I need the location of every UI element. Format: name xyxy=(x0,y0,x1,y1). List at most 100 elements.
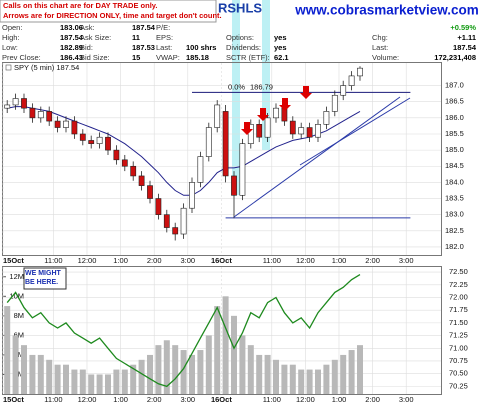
candle-body xyxy=(113,149,120,161)
x-tick-label: 12:00 xyxy=(78,256,97,265)
quote-label: Open: xyxy=(2,23,22,32)
quote-label: High: xyxy=(2,33,20,42)
volume-bar xyxy=(357,345,363,394)
volume-bar xyxy=(264,354,271,394)
volume-bar xyxy=(298,369,305,394)
quote-label: Ask Size: xyxy=(80,33,111,42)
candle-body xyxy=(63,120,69,128)
annotation: WE MIGHT BE HERE. xyxy=(25,270,61,286)
y2-tick-label: 72.25 xyxy=(449,280,468,289)
volume-bar xyxy=(289,364,296,394)
volume-bar xyxy=(306,369,313,394)
quote-value: 185.18 xyxy=(186,53,209,62)
volume-bar xyxy=(121,369,128,394)
quote-value: 187.54 xyxy=(453,43,477,52)
volume-bar xyxy=(96,374,103,394)
quote-value: 186.43 xyxy=(60,53,83,62)
volume-bar xyxy=(205,335,212,394)
candle-body xyxy=(306,127,313,138)
trend-line xyxy=(233,96,401,218)
quote-value: 187.54 xyxy=(132,23,156,32)
url: www.cobrasmarketview.com xyxy=(294,3,479,18)
x-tick-label: 12:00 xyxy=(78,395,97,404)
quote-label: Chg: xyxy=(372,33,388,42)
volume-bar xyxy=(79,369,86,394)
x-tick-label: 3:00 xyxy=(399,395,414,404)
candle-body xyxy=(331,94,338,112)
candle-body xyxy=(222,111,229,177)
volume-bar xyxy=(214,306,221,394)
candle-body xyxy=(54,120,61,128)
annotation-wrap: WE MIGHT BE HERE. xyxy=(25,270,61,286)
candle-body xyxy=(348,75,355,86)
x-tick-label: 1:00 xyxy=(113,256,128,265)
candle-body xyxy=(105,136,111,151)
quote-value: yes xyxy=(274,33,287,42)
volume-bar xyxy=(180,350,187,394)
quote-label: VWAP: xyxy=(156,53,180,62)
x-tick-label: 1:00 xyxy=(113,395,128,404)
candle-body xyxy=(197,156,204,183)
x-tick-label: 2:00 xyxy=(365,256,380,265)
arrow xyxy=(300,86,312,99)
candle-body xyxy=(289,120,296,135)
quote-label: Bid: xyxy=(80,43,93,52)
x-tick-label: 1:00 xyxy=(332,256,347,265)
x-tick-label: 11:00 xyxy=(44,395,62,404)
volume-bar xyxy=(163,340,170,394)
quote-value: 172,231,408 xyxy=(434,53,476,62)
highlight xyxy=(232,0,240,195)
candle-body xyxy=(264,117,271,138)
y-tick-label: 182.5 xyxy=(445,226,464,235)
trend-line xyxy=(299,97,411,166)
candle-body xyxy=(138,175,145,186)
volume-bar xyxy=(331,359,338,394)
x-tick-label: 15Oct xyxy=(3,395,24,404)
quote-label: Ask: xyxy=(80,23,95,32)
volume-bar xyxy=(348,350,355,394)
price-panel xyxy=(2,62,442,256)
arrow xyxy=(279,98,291,111)
quote-label: Last: xyxy=(156,43,172,52)
candle-body xyxy=(4,104,11,109)
x-tick-label: 11:00 xyxy=(263,256,281,265)
volume-bar xyxy=(105,374,111,394)
x-tick-label: 16Oct xyxy=(211,395,232,404)
volume-bar xyxy=(273,359,279,394)
x-tick-label: 12:00 xyxy=(296,256,315,265)
y2-tick-label: 72.00 xyxy=(449,292,468,301)
candle-body xyxy=(340,85,347,96)
quote-value: 15 xyxy=(132,53,140,62)
volume-bar xyxy=(71,369,78,394)
volume-bar xyxy=(147,354,153,394)
volume-bar xyxy=(12,335,19,394)
candle-body xyxy=(247,124,254,144)
x-tick-label: 2:00 xyxy=(147,256,162,265)
quote-label: Last: xyxy=(372,43,388,52)
x-tick-label: 11:00 xyxy=(263,395,281,404)
volume-bar xyxy=(113,369,120,394)
volume-bar xyxy=(37,354,44,394)
fib-value: 186.79 xyxy=(250,82,273,91)
candle-body xyxy=(256,124,263,138)
quote-value: 62.1 xyxy=(274,53,289,62)
volume-bar xyxy=(281,364,288,394)
candle-body xyxy=(71,120,78,135)
candle-body xyxy=(79,133,86,141)
note: Calls on this chart are for DAY TRADE on… xyxy=(3,1,157,10)
highlight xyxy=(262,0,270,150)
note: Arrows are for DIRECTION ONLY, time and … xyxy=(3,11,222,20)
quote-value: yes xyxy=(274,43,287,52)
quote-value: 187.54 xyxy=(60,33,84,42)
y-tick-label: 183.5 xyxy=(445,194,464,203)
volume-bar xyxy=(138,359,145,394)
quote-value: 100 shrs xyxy=(186,43,216,52)
quote-value: +1.11 xyxy=(457,33,476,42)
candle-body xyxy=(205,127,212,157)
y-tick-label: 186.5 xyxy=(445,97,464,106)
x-tick-label: 12:00 xyxy=(296,395,315,404)
y2-tick-label: 71.75 xyxy=(449,305,468,314)
y-tick-label: 185.5 xyxy=(445,129,464,138)
quote-label: Dividends: xyxy=(226,43,261,52)
